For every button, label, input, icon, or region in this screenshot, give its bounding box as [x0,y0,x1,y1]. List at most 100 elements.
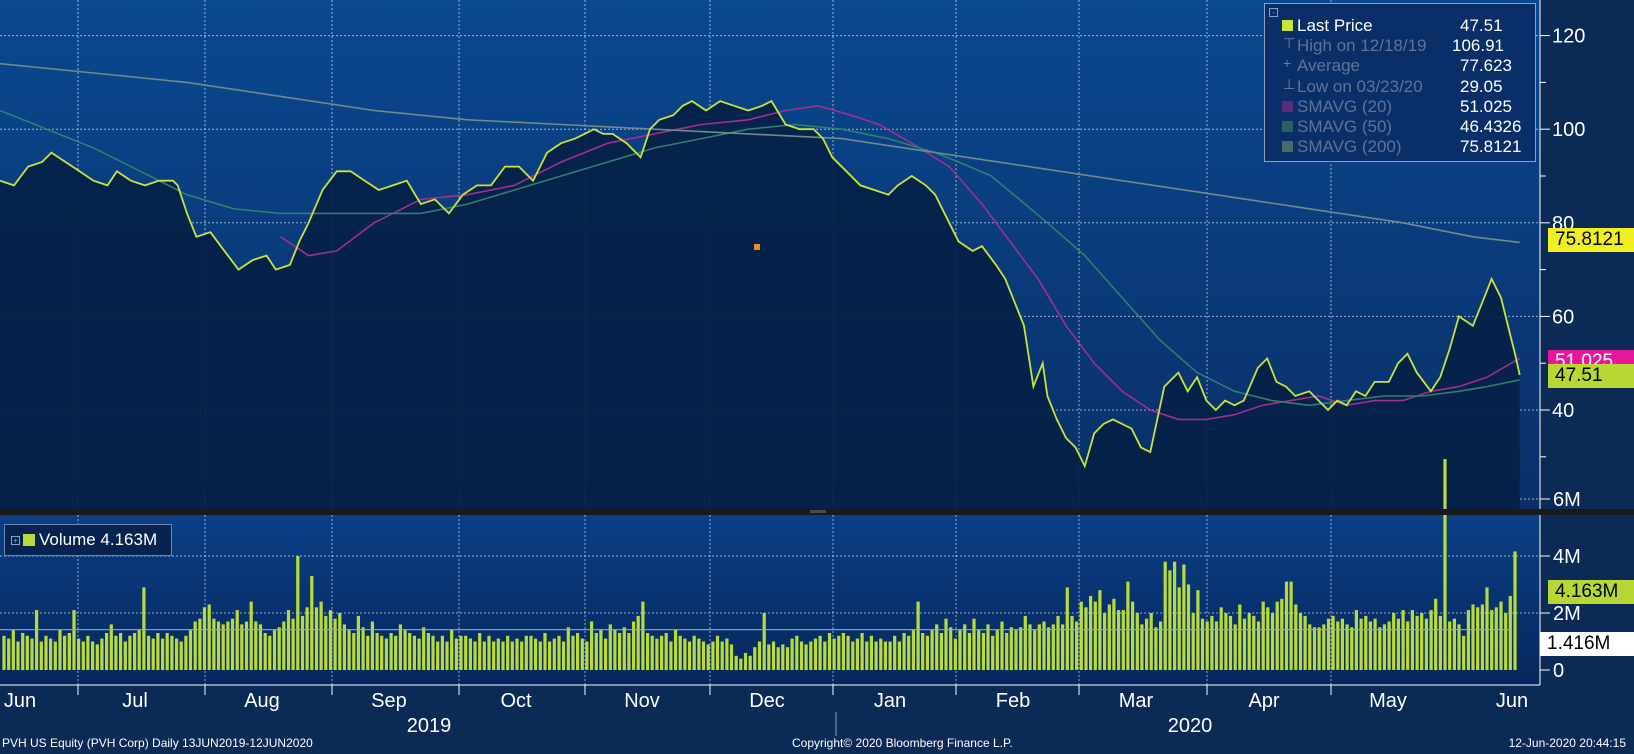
x-axis-month-label: Jun [4,690,36,712]
legend-row[interactable]: SMAVG (200) 75.8121 [1265,137,1535,157]
volume-bar [1452,618,1456,670]
volume-bar [771,641,776,670]
volume-bar [156,633,160,671]
volume-legend[interactable]: + Volume 4.163M [4,524,172,556]
volume-bar [921,633,925,671]
volume-bar [753,647,757,670]
footer-security: PVH US Equity (PVH Corp) Daily 13JUN2019… [2,736,313,750]
volume-bar [1462,635,1466,670]
volume-bar [799,641,804,670]
x-axis-month-label: Jan [874,690,906,712]
volume-bar [1434,598,1438,671]
volume-bar [72,610,76,670]
volume-bar [422,627,426,671]
volume-bar [417,638,421,670]
volume-bar [1294,604,1298,670]
x-axis-month-label: Sep [371,690,407,712]
volume-bar [977,630,981,670]
volume-bar [585,641,589,670]
volume-bar [1014,630,1018,670]
volume-bar [1177,587,1181,670]
volume-bar [268,635,272,670]
volume-bar [548,641,552,670]
volume-bar [478,633,482,671]
volume-bar [1070,615,1074,670]
volume-bar [720,641,724,670]
volume-axis-ticks: 0 2M 4M 6M [1540,489,1581,682]
volume-bar [1145,618,1149,670]
legend-row[interactable]: SMAVG (50) 46.4326 [1265,117,1535,137]
volume-bar [1406,621,1410,670]
volume-bar [1490,610,1494,670]
volume-bar [492,641,496,670]
footer-timestamp: 12-Jun-2020 20:44:15 [1508,736,1626,750]
price-area [0,101,1520,509]
volume-bar [263,633,267,671]
volume-bar [468,638,472,670]
volume-bar [795,635,799,670]
volume-bar [296,556,300,670]
volume-bar [715,635,720,670]
volume-bar [818,635,822,670]
volume-bar [1252,615,1256,670]
legend-row[interactable]: + Average 77.623 [1265,55,1535,76]
volume-bar [165,633,169,671]
volume-bar [161,638,165,670]
volume-bar [1009,627,1013,671]
volume-bar [21,633,25,671]
volume-bar [77,638,81,670]
volume-bar [991,635,995,670]
last-price-value-tag: 47.51 [1548,364,1634,388]
sma200-value-tag: 75.8121 [1548,228,1634,252]
volume-bar [855,638,859,670]
legend-value: 46.4326 [1460,117,1522,136]
volume-bar [39,641,43,670]
volume-bar [1117,610,1121,670]
legend-row[interactable]: ⊥ Low on 03/23/20 29.05 [1265,76,1535,97]
volume-bar [1093,601,1097,670]
volume-bar [1401,610,1405,670]
volume-bar [338,613,342,670]
volume-bar [1168,570,1172,671]
volume-bar [599,630,603,670]
volume-bar [883,641,887,670]
volume-bar [860,633,864,671]
volume-bar [347,630,351,670]
volume-bar [627,633,631,671]
volume-legend-collapse-icon[interactable]: + [11,536,20,545]
volume-bar [697,638,701,670]
volume-bar [1075,621,1079,670]
volume-bar [1005,633,1009,671]
volume-bar [431,635,435,670]
volume-bar [193,621,197,670]
volume-bar [604,638,608,670]
divider-handle[interactable] [810,510,826,513]
volume-bar [1378,627,1382,671]
volume-bar [781,644,785,671]
volume-bar [440,635,444,670]
volume-bar [804,644,808,671]
volume-bar [1415,615,1419,670]
legend-collapse-icon[interactable]: - [1269,8,1278,17]
volume-bar [1485,587,1489,670]
legend-label: SMAVG (200) [1297,137,1402,157]
legend-swatch [1282,121,1293,132]
volume-bar [63,635,67,670]
legend-row[interactable]: ⊤ High on 12/18/19 106.91 [1265,35,1535,56]
volume-bar [11,630,15,670]
volume-bar [1112,598,1116,671]
price-legend[interactable]: - Last Price 47.51 ⊤ High on 12/18/19 106.91… [1264,3,1536,162]
volume-bar [809,641,813,670]
volume-bar [907,635,911,670]
price-axis-label: 120 [1552,26,1585,48]
volume-bar [557,635,561,670]
price-area-fill [0,101,1520,509]
volume-bar [128,635,132,670]
volume-bar [1256,621,1261,670]
volume-bar [487,635,491,670]
legend-row[interactable]: SMAVG (20) 51.025 [1265,97,1535,117]
volume-bar [1448,621,1452,670]
volume-bar [813,638,818,670]
legend-row[interactable]: Last Price 47.51 [1265,16,1535,36]
volume-bar [1504,613,1508,670]
